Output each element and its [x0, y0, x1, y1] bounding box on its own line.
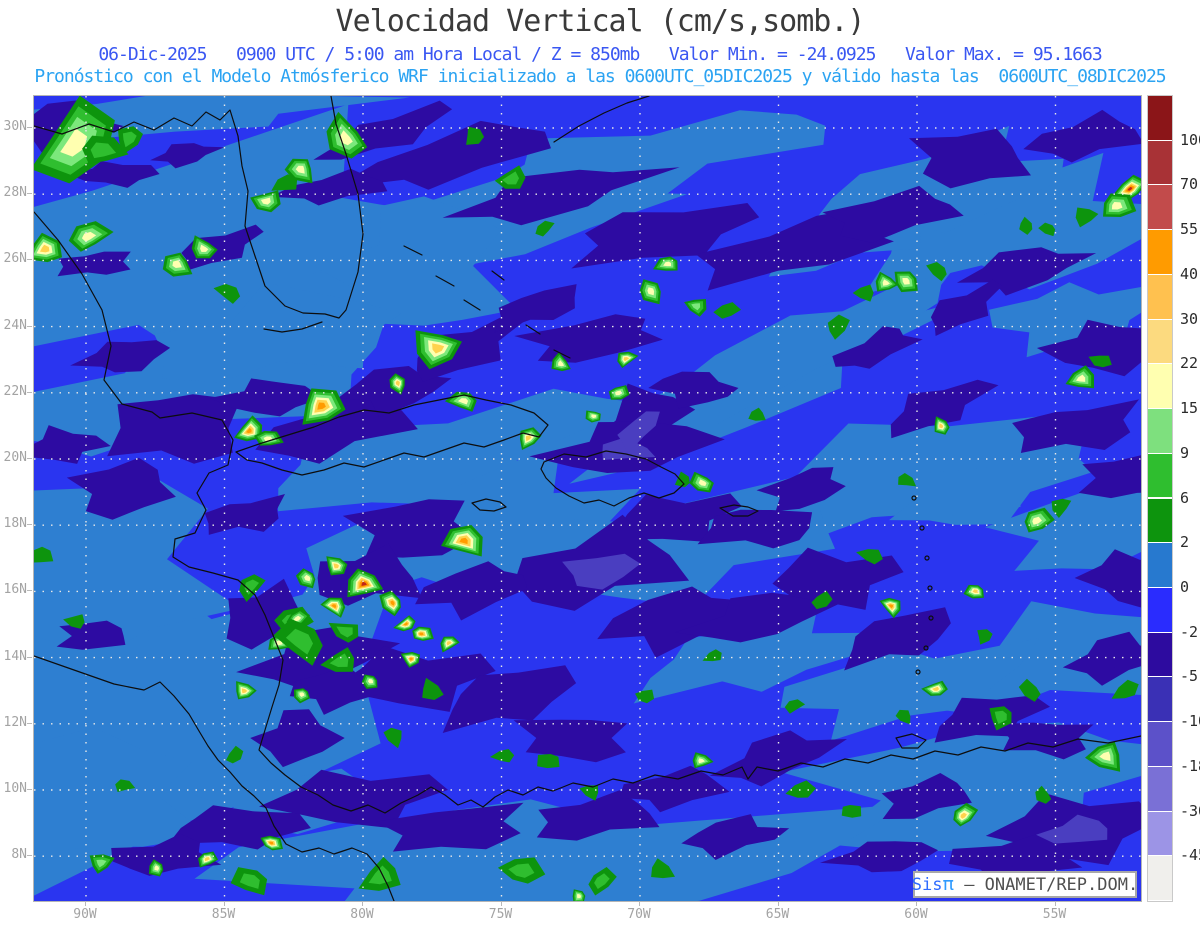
colorbar-level-label: 55	[1180, 220, 1199, 239]
colorbar-segment	[1148, 140, 1172, 186]
colorbar-segment	[1148, 364, 1172, 410]
colorbar-level-label: -10	[1180, 712, 1200, 731]
lon-tick-mark	[777, 901, 779, 906]
lat-tick-mark	[27, 524, 32, 526]
pi-symbol-icon: π	[942, 873, 954, 895]
lat-tick-label: 8N	[11, 847, 27, 863]
colorbar-level-label: -5	[1180, 667, 1199, 686]
lat-tick-mark	[27, 458, 32, 459]
colorbar-segment	[1148, 230, 1172, 275]
lat-tick-mark	[27, 391, 32, 393]
colorbar-level-label: 9	[1180, 443, 1190, 462]
lat-tick-label: 16N	[3, 582, 27, 598]
colorbar-segment	[1148, 498, 1172, 544]
lon-tick-mark	[1054, 901, 1056, 906]
lat-tick-mark	[27, 590, 32, 592]
lat-tick-label: 18N	[3, 516, 27, 532]
colorbar-level-label: 0	[1180, 577, 1190, 596]
lon-tick-mark	[916, 901, 917, 906]
lon-tick-label: 75W	[488, 907, 513, 922]
page-title: Velocidad Vertical (cm/s,somb.)	[335, 4, 866, 39]
colorbar-segment	[1148, 856, 1172, 901]
subtitle-model-info: Pronóstico con el Modelo Atmósferico WRF…	[34, 66, 1166, 87]
lat-tick-label: 26N	[3, 251, 27, 267]
watermark-agency: — ONAMET/REP.DOM.	[953, 874, 1139, 895]
lat-tick-label: 28N	[3, 185, 27, 201]
lon-tick-label: 55W	[1042, 907, 1067, 922]
lat-tick-label: 14N	[3, 648, 27, 664]
lon-tick-label: 65W	[765, 907, 790, 922]
colorbar-segment	[1148, 587, 1172, 633]
colorbar-level-label: 6	[1180, 488, 1190, 507]
lat-tick-label: 10N	[3, 781, 27, 796]
lon-tick-label: 85W	[211, 907, 236, 922]
map-plot-area	[33, 95, 1142, 902]
lat-tick-label: 22N	[3, 383, 27, 399]
lat-tick-mark	[27, 259, 32, 261]
colorbar-segment	[1148, 632, 1172, 678]
colorbar-segment	[1148, 409, 1172, 454]
subtitle-validity: 06-Dic-2025 0900 UTC / 5:00 am Hora Loca…	[98, 44, 1102, 65]
colorbar-level-label: 70	[1180, 175, 1199, 194]
lat-tick-mark	[27, 656, 32, 658]
colorbar-segment	[1148, 274, 1172, 320]
colorbar-level-label: -2	[1180, 622, 1199, 641]
lat-tick-mark	[27, 722, 32, 724]
lat-tick-mark	[27, 325, 32, 327]
colorbar-level-label: -18	[1180, 756, 1200, 775]
colorbar-level-label: -45	[1180, 846, 1200, 865]
lon-tick-mark	[223, 901, 225, 906]
lat-tick-mark	[27, 127, 32, 128]
colorbar-segment	[1148, 543, 1172, 588]
lat-tick-label: 30N	[3, 119, 27, 134]
colorbar-segment	[1148, 677, 1172, 723]
colorbar-level-label: 100	[1180, 130, 1200, 149]
colorbar-segment	[1148, 185, 1172, 231]
lat-tick-label: 12N	[3, 714, 27, 730]
lon-tick-mark	[639, 901, 640, 906]
lat-tick-mark	[27, 789, 32, 790]
colorbar	[1147, 95, 1173, 902]
colorbar-segment	[1148, 766, 1172, 812]
colorbar-level-label: 30	[1180, 309, 1199, 328]
colorbar-level-label: 40	[1180, 264, 1199, 283]
colorbar-segment	[1148, 96, 1172, 141]
lat-tick-mark	[27, 855, 32, 857]
colorbar-level-label: -30	[1180, 801, 1200, 820]
lon-tick-mark	[362, 901, 363, 906]
lat-tick-label: 24N	[3, 317, 27, 333]
watermark: Sis π — ONAMET/REP.DOM.	[911, 871, 1139, 898]
lon-tick-label: 90W	[73, 907, 97, 922]
colorbar-segment	[1148, 319, 1172, 365]
lon-tick-label: 70W	[627, 907, 651, 922]
colorbar-level-label: 15	[1180, 399, 1199, 418]
colorbar-segment	[1148, 811, 1172, 857]
lon-tick-mark	[85, 901, 86, 906]
colorbar-level-label: 22	[1180, 354, 1199, 373]
vertical-velocity-field	[34, 96, 1141, 901]
watermark-brand: Sis	[911, 874, 943, 895]
lon-tick-label: 80W	[350, 907, 374, 922]
colorbar-level-label: 2	[1180, 533, 1190, 552]
colorbar-segment	[1148, 722, 1172, 767]
colorbar-segment	[1148, 453, 1172, 499]
lat-tick-mark	[27, 193, 32, 195]
lon-tick-mark	[500, 901, 502, 906]
lon-tick-label: 60W	[904, 907, 928, 922]
lat-tick-label: 20N	[3, 450, 27, 465]
